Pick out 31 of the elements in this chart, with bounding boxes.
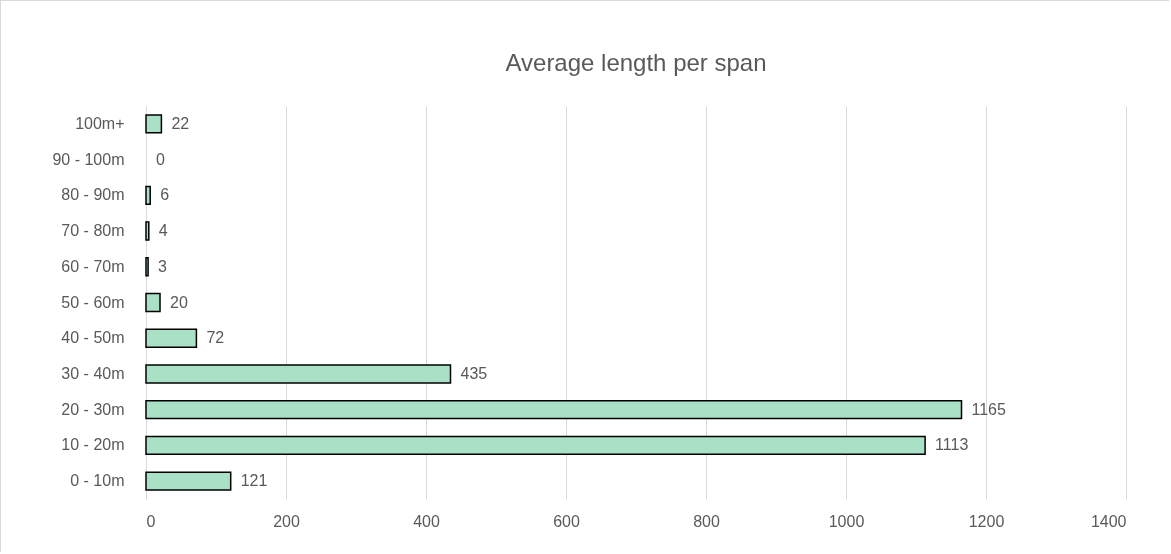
data-label: 6 xyxy=(160,186,170,204)
data-label: 72 xyxy=(206,329,225,347)
y-tick-label: 70 - 80m xyxy=(61,222,125,240)
y-tick-label: 10 - 20m xyxy=(61,436,125,454)
chart-title: Average length per span xyxy=(505,49,767,76)
x-tick-label: 1200 xyxy=(968,512,1005,530)
y-tick-label: 40 - 50m xyxy=(61,329,125,347)
y-tick-label: 30 - 40m xyxy=(61,364,125,382)
y-tick-label: 50 - 60m xyxy=(61,293,125,311)
data-label: 121 xyxy=(240,472,268,490)
x-tick-label: 1000 xyxy=(828,512,865,530)
data-label: 0 xyxy=(156,150,165,168)
data-label: 1113 xyxy=(935,436,969,454)
x-tick-label: 200 xyxy=(273,512,300,530)
data-label: 20 xyxy=(170,293,188,311)
data-label: 4 xyxy=(158,222,168,240)
y-tick-label: 0 - 10m xyxy=(70,472,125,490)
data-label: 435 xyxy=(460,364,488,382)
data-label: 1165 xyxy=(971,400,1007,418)
y-tick-label: 90 - 100m xyxy=(52,150,125,168)
y-tick-label: 100m+ xyxy=(75,114,125,132)
y-tick-label: 60 - 70m xyxy=(61,257,125,275)
x-tick-label: 600 xyxy=(553,512,580,530)
y-tick-label: 20 - 30m xyxy=(61,400,125,418)
x-tick-label: 1400 xyxy=(1090,512,1127,530)
x-tick-label: 0 xyxy=(146,512,156,530)
x-tick-label: 800 xyxy=(693,512,720,530)
x-tick-label: 400 xyxy=(413,512,440,530)
data-label: 22 xyxy=(171,114,190,132)
data-label: 3 xyxy=(158,257,168,275)
y-tick-label: 80 - 90m xyxy=(61,186,125,204)
